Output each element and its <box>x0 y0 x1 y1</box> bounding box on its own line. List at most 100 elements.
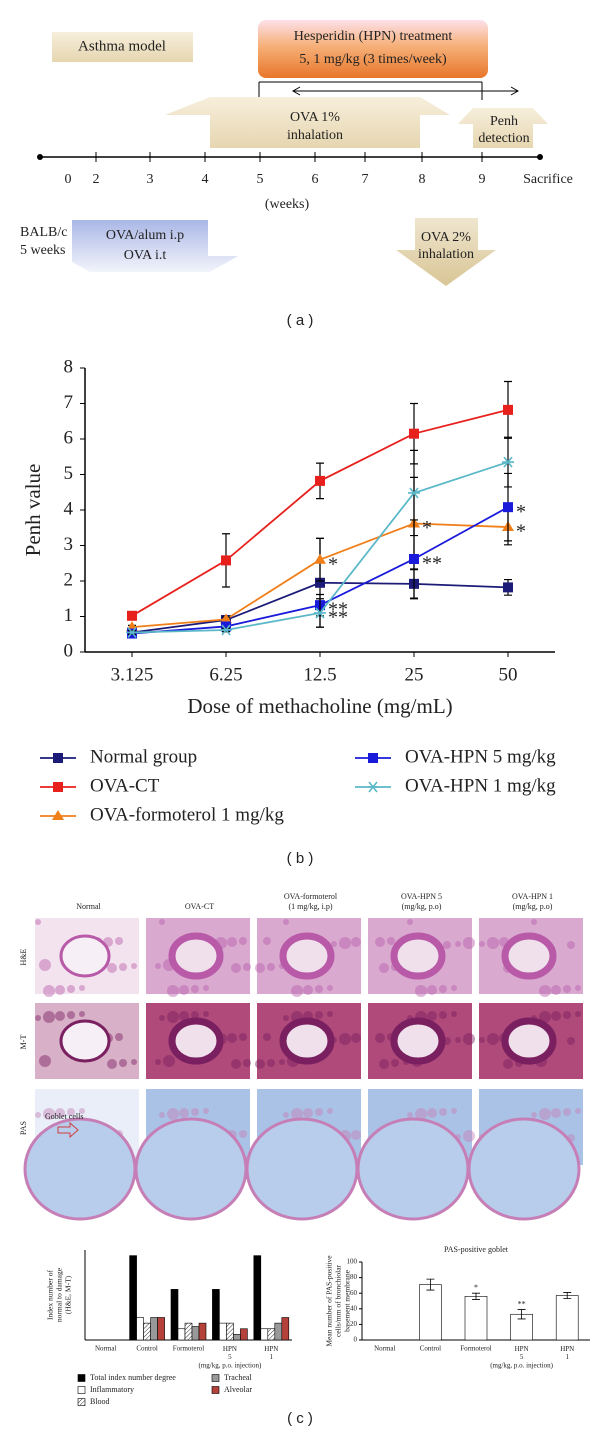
bar <box>267 1328 276 1341</box>
asthma-model-label: Asthma model <box>78 38 166 54</box>
airway-lumen <box>245 1117 359 1221</box>
tissue-speckle <box>539 1011 551 1023</box>
y-tick-label: 4 <box>64 498 74 519</box>
tissue-speckle <box>79 1108 85 1114</box>
histology-image <box>35 1003 139 1079</box>
timeline-tick-label: Sacrifice <box>523 172 573 187</box>
tissue-speckle <box>315 985 323 993</box>
legend-label: Normal group <box>90 746 197 767</box>
tissue-speckle <box>43 1108 55 1120</box>
tissue-speckle <box>179 985 189 995</box>
airway-lumen <box>356 1117 470 1221</box>
tissue-speckle <box>551 1011 561 1021</box>
tissue-speckle <box>327 1011 333 1017</box>
tissue-speckle <box>463 937 475 949</box>
error-bar <box>517 1309 526 1320</box>
y-tick-label: 60 <box>350 1289 358 1297</box>
tissue-speckle <box>479 1037 485 1043</box>
airway <box>279 932 335 980</box>
tissue-speckle <box>327 1108 333 1114</box>
legend-label: OVA-CT <box>90 775 160 796</box>
airway-lumen <box>23 1117 137 1221</box>
tissue-speckle <box>163 1055 175 1067</box>
tissue-speckle <box>239 1130 247 1138</box>
tissue-speckle <box>531 1112 537 1118</box>
error-bar <box>472 1292 480 1300</box>
histology-image <box>368 1003 475 1079</box>
tissue-speckle <box>55 1108 65 1118</box>
tissue-speckle <box>375 1033 385 1043</box>
histology-image <box>467 1089 583 1221</box>
histology-image <box>255 1003 361 1079</box>
tissue-speckle <box>407 1112 413 1118</box>
tissue-speckle <box>539 1108 551 1120</box>
tissue-speckle <box>351 937 361 947</box>
penh-arrow <box>458 108 548 148</box>
x-tick-label: Formoterol <box>460 1345 492 1353</box>
tissue-speckle <box>107 963 117 973</box>
timeline-end <box>537 154 543 160</box>
airway <box>59 934 111 978</box>
airway <box>390 932 446 980</box>
timeline-tick-label: 9 <box>479 172 486 187</box>
tissue-speckle <box>451 985 457 991</box>
panel-label: ( a ) <box>287 312 314 329</box>
tissue-speckle <box>159 1112 165 1118</box>
bar <box>219 1322 227 1341</box>
x-tick-label: Control <box>420 1345 441 1353</box>
tissue-speckle <box>291 1108 303 1120</box>
data-point <box>126 626 138 638</box>
timeline-tick-label: 7 <box>362 172 369 187</box>
error-bar <box>426 1278 435 1291</box>
y-tick-label: 100 <box>347 1258 358 1266</box>
tissue-speckle <box>191 1108 199 1116</box>
tissue-speckle <box>55 1011 65 1021</box>
significance-label: ** <box>328 599 348 621</box>
y-tick-label: 20 <box>350 1320 358 1328</box>
y-axis-label: cells/mm of bronchiolar <box>334 1264 343 1337</box>
tissue-speckle <box>67 1108 75 1116</box>
tissue-speckle <box>119 963 127 971</box>
legend-swatch <box>77 1386 86 1394</box>
bar <box>253 1255 262 1341</box>
tissue-speckle <box>279 1059 285 1065</box>
tissue-speckle <box>263 1033 271 1041</box>
bar <box>464 1296 488 1341</box>
tissue-speckle <box>575 1011 581 1017</box>
legend-swatch <box>77 1374 86 1382</box>
histology-image <box>146 1003 251 1079</box>
y-tick-label: 8 <box>64 356 74 377</box>
significance-label: * <box>516 521 526 543</box>
bar <box>184 1322 193 1341</box>
column-header: OVA-HPN 1 <box>512 892 553 901</box>
y-tick-label: 6 <box>64 427 74 448</box>
row-label: M-T <box>19 1035 28 1050</box>
significance-label: ** <box>422 553 442 575</box>
x-axis-note: (mg/kg, p.o. injection) <box>490 1362 553 1370</box>
column-header: (1 mg/kg, i.p) <box>289 902 333 911</box>
tissue-speckle <box>479 941 485 947</box>
histology-image <box>35 918 139 997</box>
ova1-label: OVA 1% <box>290 110 340 125</box>
panel-label: ( c ) <box>287 1410 313 1427</box>
airway <box>168 932 224 980</box>
y-axis-label: Index number of <box>46 1270 55 1320</box>
data-point <box>503 582 513 593</box>
tissue-speckle <box>67 1011 75 1019</box>
data-point <box>502 456 514 468</box>
tissue-speckle <box>551 1108 561 1118</box>
x-tick-label: Control <box>136 1345 157 1353</box>
tissue-speckle <box>283 1112 289 1118</box>
penh-label: Penh <box>490 114 518 129</box>
bar <box>419 1284 442 1341</box>
significance-label: * <box>474 1283 478 1292</box>
data-point <box>409 428 419 439</box>
legend-swatch <box>77 1398 86 1406</box>
y-tick-label: 2 <box>64 569 74 590</box>
x-tick-label: 12.5 <box>303 664 336 685</box>
airway <box>390 1017 446 1065</box>
data-point <box>503 502 513 513</box>
tissue-speckle <box>115 1033 123 1041</box>
bar <box>555 1295 579 1341</box>
timeline-unit: (weeks) <box>265 197 310 212</box>
